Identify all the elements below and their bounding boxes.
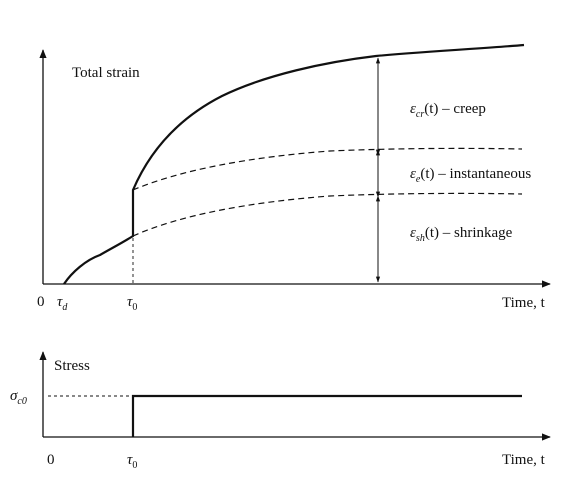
tau0-label-bottom: τ0 [127,452,137,471]
stress-chart: Stress σc0 0 τ0 Time, t [10,351,551,471]
stress-step-line [131,394,522,437]
instantaneous-label: εe(t) – instantaneous [410,166,531,185]
total-strain-chart: Total strain εcr(t) – creep εe(t) – inst… [37,43,551,313]
shrinkage-curve [132,192,523,237]
stress-chart-title: Stress [54,358,90,374]
stress-x-axis-label: Time, t [502,452,546,468]
strain-origin-label: 0 [37,294,45,310]
tau0-label-top: τ0 [127,294,137,313]
total-strain-curve [63,43,525,285]
tau-d-label: τd [57,294,68,313]
creep-label: εcr(t) – creep [410,101,486,120]
stress-origin-label: 0 [47,452,55,468]
sigma-c0-label: σc0 [10,388,27,407]
shrinkage-label: εsh(t) – shrinkage [410,225,513,244]
instantaneous-boundary-curve [132,147,523,191]
strain-x-axis-label: Time, t [502,295,546,311]
strain-chart-title: Total strain [72,65,140,81]
